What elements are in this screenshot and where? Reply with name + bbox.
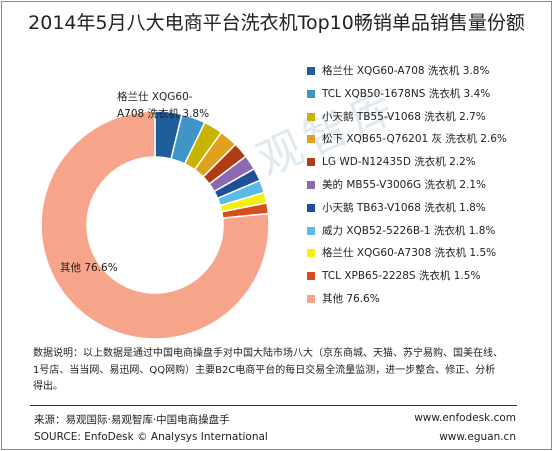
- legend-swatch: [307, 226, 315, 235]
- url-enfodesk: www.enfodesk.com: [414, 412, 516, 424]
- legend-label: 小天鹅 TB55-V1068 洗衣机 2.7%: [322, 110, 486, 123]
- legend-item: TCL XQB50-1678NS 洗衣机 3.4%: [307, 87, 547, 110]
- legend-item: 松下 XQB65-Q76201 灰 洗衣机 2.6%: [307, 132, 547, 155]
- legend-item: 格兰仕 XQG60-A708 洗衣机 3.8%: [307, 64, 547, 87]
- legend-item: 其他 76.6%: [307, 292, 547, 315]
- legend-item: 威力 XQB52-5226B-1 洗衣机 1.8%: [307, 224, 547, 247]
- legend-label: 松下 XQB65-Q76201 灰 洗衣机 2.6%: [322, 133, 507, 146]
- legend-item: LG WD-N12435D 洗衣机 2.2%: [307, 155, 547, 178]
- chart-title: 2014年5月八大电商平台洗衣机Top10畅销单品销售量份额: [28, 12, 525, 34]
- url-eguan: www.eguan.cn: [439, 431, 516, 443]
- data-label: 其他 76.6%: [60, 261, 118, 274]
- legend-label: TCL XQB50-1678NS 洗衣机 3.4%: [322, 87, 491, 100]
- legend-label: 小天鹅 TB63-V1068 洗衣机 1.8%: [322, 201, 486, 214]
- legend-swatch: [307, 294, 315, 303]
- footer-divider: [30, 405, 517, 406]
- legend-swatch: [307, 203, 315, 212]
- source-cn: 来源：易观国际·易观智库·中国电商操盘手: [34, 414, 230, 426]
- legend-label: LG WD-N12435D 洗衣机 2.2%: [322, 156, 476, 169]
- legend-label: 威力 XQB52-5226B-1 洗衣机 1.8%: [322, 224, 496, 237]
- legend-label: 格兰仕 XQG60-A708 洗衣机 3.8%: [322, 65, 490, 77]
- legend-swatch: [307, 67, 315, 75]
- legend-swatch: [307, 180, 315, 189]
- legend-label: 格兰仕 XQG60-A7308 洗衣机 1.5%: [322, 247, 497, 260]
- source-en: SOURCE: EnfoDesk © Analysys Internationa…: [34, 431, 268, 443]
- legend-item: TCL XPB65-2228S 洗衣机 1.5%: [307, 269, 547, 292]
- data-label: A708 洗衣机 3.8%: [117, 107, 209, 120]
- legend-swatch: [307, 135, 315, 144]
- legend-label: 其他 76.6%: [322, 292, 380, 305]
- legend-swatch: [307, 89, 315, 98]
- chart-legend: 格兰仕 XQG60-A708 洗衣机 3.8% TCL XQB50-1678NS …: [307, 64, 547, 315]
- legend-item: 格兰仕 XQG60-A7308 洗衣机 1.5%: [307, 246, 547, 269]
- legend-label: 美的 MB55-V3006G 洗衣机 2.1%: [322, 178, 487, 191]
- legend-swatch: [307, 158, 315, 167]
- data-note: 数据说明：以上数据是通过中国电商操盘手对中国大陆市场八大（京东商城、天猫、苏宁易…: [33, 348, 503, 392]
- legend-swatch: [307, 249, 315, 258]
- legend-label: TCL XPB65-2228S 洗衣机 1.5%: [322, 270, 481, 283]
- legend-swatch: [307, 112, 315, 121]
- legend-swatch: [307, 272, 315, 281]
- legend-item: 美的 MB55-V3006G 洗衣机 2.1%: [307, 178, 547, 201]
- donut-slice: [40, 110, 270, 340]
- data-label: 格兰仕 XQG60-: [117, 90, 193, 103]
- legend-item: 小天鹅 TB55-V1068 洗衣机 2.7%: [307, 110, 547, 133]
- legend-item: 小天鹅 TB63-V1068 洗衣机 1.8%: [307, 201, 547, 224]
